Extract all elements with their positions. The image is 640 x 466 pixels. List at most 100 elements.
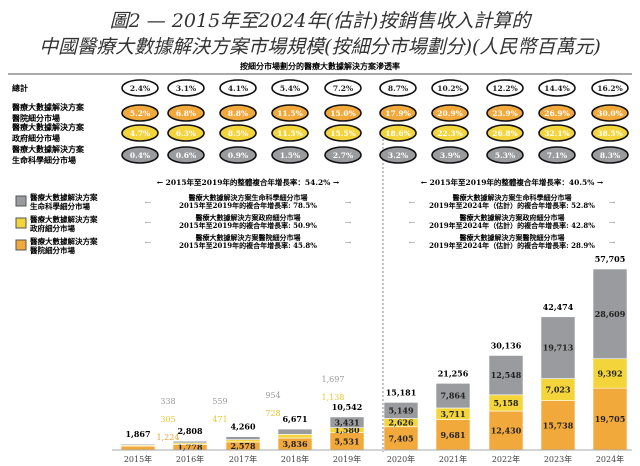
penetration-ellipse: [538, 146, 576, 164]
penetration-value: 4.7%: [130, 129, 150, 138]
penetration-ellipse: [121, 104, 159, 122]
bar-segment-label: 338: [160, 397, 175, 406]
bar-segment-label: 9,681: [440, 430, 465, 440]
bar-segment-label: 7,405: [388, 433, 413, 443]
bar-segment: [435, 383, 471, 409]
legend-label: 醫院細分市場: [30, 245, 75, 255]
bar-segment: [383, 402, 419, 419]
bar-total-label: 4,260: [230, 422, 255, 432]
penetration-ellipse: [486, 79, 524, 97]
penetration-value: 8.5%: [228, 129, 248, 138]
x-tick-label: 2024年: [596, 454, 624, 464]
bar-segment-label: 3,711: [440, 409, 465, 419]
x-tick-label: 2020年: [387, 454, 415, 464]
penetration-value: 8.8%: [228, 109, 248, 118]
chart-title-line1: 圖2 — 2015年至2024年(估計)按銷售收入計算的: [109, 10, 531, 32]
arrow-left-icon: ←: [145, 238, 152, 247]
bar-segment: [172, 440, 208, 444]
penetration-value: 8.7%: [388, 84, 408, 93]
legend-label: 醫療大數據解決方案: [30, 214, 98, 224]
bar-segment-label: 2,578: [230, 441, 255, 451]
arrow-left-icon: ←: [409, 218, 416, 227]
bar-total-label: 15,181: [386, 387, 417, 397]
arrow-left-icon: ←: [409, 238, 416, 247]
x-tick-label: 2022年: [492, 454, 520, 464]
bar-total-label: 21,256: [438, 368, 469, 378]
penetration-ellipse: [324, 79, 362, 97]
bar-segment: [120, 445, 156, 451]
penetration-header: 按細分市場劃分的醫療大數據解決方案滲透率: [240, 61, 400, 71]
penetration-ellipse: [486, 104, 524, 122]
bar-total-label: 30,136: [491, 340, 522, 350]
penetration-ellipse: [121, 146, 159, 164]
cagr-rate: 2019年至2024年（估計）的複合年增長率: 42.8%: [429, 221, 595, 230]
bar-segment-label: 471: [212, 415, 227, 424]
bar-segment: [329, 416, 365, 428]
row-label: 總計: [12, 83, 28, 93]
bar-total-label: 42,474: [543, 302, 574, 312]
penetration-ellipse: [431, 146, 469, 164]
bar-total-label: 57,705: [595, 254, 626, 264]
penetration-ellipse: [167, 146, 205, 164]
arrow-right-icon: →: [609, 218, 616, 227]
penetration-value: 15.5%: [330, 129, 355, 138]
penetration-ellipse: [271, 79, 309, 97]
penetration-ellipse: [591, 104, 629, 122]
penetration-ellipse: [486, 146, 524, 164]
penetration-value: 32.1%: [544, 129, 569, 138]
penetration-ellipse: [591, 124, 629, 142]
penetration-value: 3.1%: [176, 84, 196, 93]
penetration-ellipse: [431, 104, 469, 122]
cagr-overall-left: ← 2015年至2019年的整體複合年增長率：54.2% →: [157, 177, 339, 187]
bar-total-label: 2,808: [177, 426, 202, 436]
penetration-value: 20.9%: [437, 109, 462, 118]
cagr-overall-right: ← 2015年至2019年的整體複合年增長率：40.5% →: [421, 177, 603, 187]
bar-segment-label: 12,548: [491, 370, 522, 380]
legend-label: 生命科學細分市場: [30, 201, 90, 211]
penetration-ellipse: [121, 124, 159, 142]
cagr-segment: 醫療大數據解決方案生命科學細分市場: [453, 193, 572, 202]
bar-total-label: 1,867: [125, 429, 150, 439]
penetration-ellipse: [121, 79, 159, 97]
penetration-value: 30.0%: [597, 109, 622, 118]
penetration-value: 23.9%: [492, 109, 517, 118]
legend-label: 政府細分市場: [30, 223, 75, 233]
chart-title-line2: 中國醫療大數據解決方案市場規模(按細分市場劃分)(人民幣百萬元): [39, 36, 601, 58]
bar-segment-label: 19,713: [543, 343, 574, 353]
x-tick-label: 2018年: [281, 454, 309, 464]
bar-segment-label: 954: [265, 391, 280, 400]
bar-segment-label: 3,431: [334, 417, 359, 427]
bar-segment-label: 5,531: [334, 436, 359, 446]
penetration-ellipse: [591, 146, 629, 164]
bar-segment: [592, 358, 628, 389]
x-tick-label: 2017年: [229, 454, 257, 464]
cagr-segment: 醫療大數據解決方案醫院細分市場: [460, 233, 565, 242]
bar-segment-label: 1,697: [322, 375, 345, 384]
penetration-value: 5.3%: [495, 151, 515, 160]
penetration-ellipse: [431, 79, 469, 97]
penetration-ellipse: [379, 124, 417, 142]
x-tick-label: 2015年: [124, 454, 152, 464]
bar-segment: [592, 268, 628, 360]
penetration-value: 2.4%: [130, 84, 150, 93]
penetration-value: 11.5%: [277, 129, 302, 138]
arrow-left-icon: ←: [409, 198, 416, 207]
bar-segment-label: 305: [160, 415, 175, 424]
penetration-value: 5.2%: [130, 109, 150, 118]
bar-segment: [225, 436, 261, 440]
bar-segment: [540, 316, 576, 379]
cagr-segment: 醫療大數據解決方案醫院細分市場: [196, 233, 301, 242]
cagr-segment: 醫療大數據解決方案生命科學細分市場: [189, 193, 308, 202]
bar-segment-label: 15,738: [543, 420, 574, 430]
bar-segment-label: 1,778: [177, 442, 202, 452]
legend-swatch: [15, 217, 27, 229]
bar-segment: [225, 439, 261, 443]
penetration-ellipse: [431, 124, 469, 142]
arrow-right-icon: →: [609, 238, 616, 247]
penetration-value: 3.2%: [388, 151, 408, 160]
penetration-value: 15.0%: [330, 109, 355, 118]
row-label: 醫療大數據解決方案: [12, 144, 85, 154]
cagr-segment: 醫療大數據解決方案政府細分市場: [196, 213, 301, 222]
penetration-value: 0.9%: [228, 151, 248, 160]
